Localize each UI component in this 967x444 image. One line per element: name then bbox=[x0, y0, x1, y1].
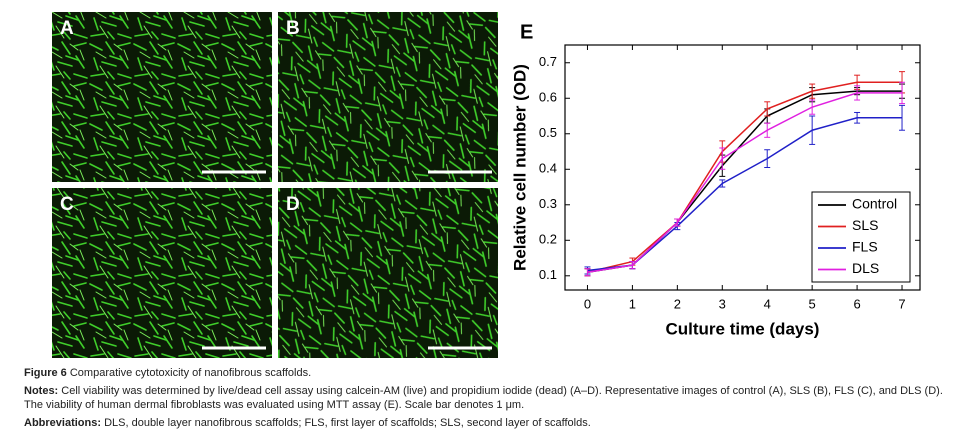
x-tick-label: 2 bbox=[674, 296, 681, 311]
y-tick-label: 0.2 bbox=[539, 232, 557, 247]
panel-label: E bbox=[520, 21, 533, 43]
y-tick-label: 0.1 bbox=[539, 267, 557, 282]
figure-title: Comparative cytotoxicity of nanofibrous … bbox=[69, 367, 312, 379]
x-tick-label: 5 bbox=[809, 296, 816, 311]
x-tick-label: 7 bbox=[898, 296, 905, 311]
panel-label: C bbox=[60, 194, 74, 215]
y-axis-label: Relative cell number (OD) bbox=[510, 64, 529, 271]
x-axis-label: Culture time (days) bbox=[666, 319, 820, 338]
chart: E 0 1 2 3 4 5 6 7 0.1 0.2 0.3 0.4 0.5 0.6 0.7 Culture t… bbox=[510, 21, 921, 338]
abbreviations-text: DLS, double layer nanofibrous scaffolds;… bbox=[104, 416, 591, 429]
x-tick-label: 4 bbox=[764, 296, 771, 311]
series-line bbox=[587, 81, 903, 273]
legend-box bbox=[811, 191, 911, 283]
abbreviations: Abbreviations: DLS, double layer nanofib… bbox=[24, 416, 959, 431]
panel-label: B bbox=[286, 18, 300, 39]
micrograph bbox=[278, 188, 498, 358]
x-tick-label: 3 bbox=[719, 296, 726, 311]
y-tick-label: 0.4 bbox=[539, 161, 557, 176]
figure: A B C D E 0 1 2 3 4 5 6 7 0.1 0.2 0.3 0.4 0.5 0.6 0.7 Cult… bbox=[52, 12, 921, 358]
legend-label: FLS bbox=[852, 239, 878, 255]
legend-label: SLS bbox=[852, 217, 878, 233]
y-tick-label: 0.5 bbox=[539, 125, 557, 140]
micrograph bbox=[52, 188, 272, 358]
caption: Figure 6 Comparative cytotoxicity of nan… bbox=[24, 366, 959, 433]
y-tick-label: 0.6 bbox=[539, 90, 557, 105]
series-line bbox=[587, 92, 903, 273]
micrograph bbox=[52, 12, 272, 182]
notes-text: Cell viability was determined by live/de… bbox=[24, 384, 943, 412]
micrograph bbox=[278, 12, 498, 182]
figure-label: Figure 6 bbox=[24, 367, 67, 379]
legend-label: DLS bbox=[852, 260, 879, 276]
x-tick-label: 0 bbox=[584, 296, 591, 311]
legend-label: Control bbox=[852, 196, 897, 212]
image-panels: A B C D bbox=[52, 12, 498, 358]
y-tick-label: 0.7 bbox=[539, 54, 557, 69]
plot-frame bbox=[564, 44, 921, 291]
panel-label: D bbox=[286, 194, 300, 215]
x-tick-label: 1 bbox=[629, 296, 636, 311]
x-tick-label: 6 bbox=[853, 296, 860, 311]
notes-label: Notes: bbox=[24, 384, 59, 397]
abbreviations-label: Abbreviations: bbox=[24, 416, 102, 429]
y-tick-label: 0.3 bbox=[539, 196, 557, 211]
panel-label: A bbox=[60, 18, 74, 39]
caption-title: Figure 6 Comparative cytotoxicity of nan… bbox=[24, 366, 959, 381]
notes: Notes: Cell viability was determined by … bbox=[24, 384, 959, 413]
